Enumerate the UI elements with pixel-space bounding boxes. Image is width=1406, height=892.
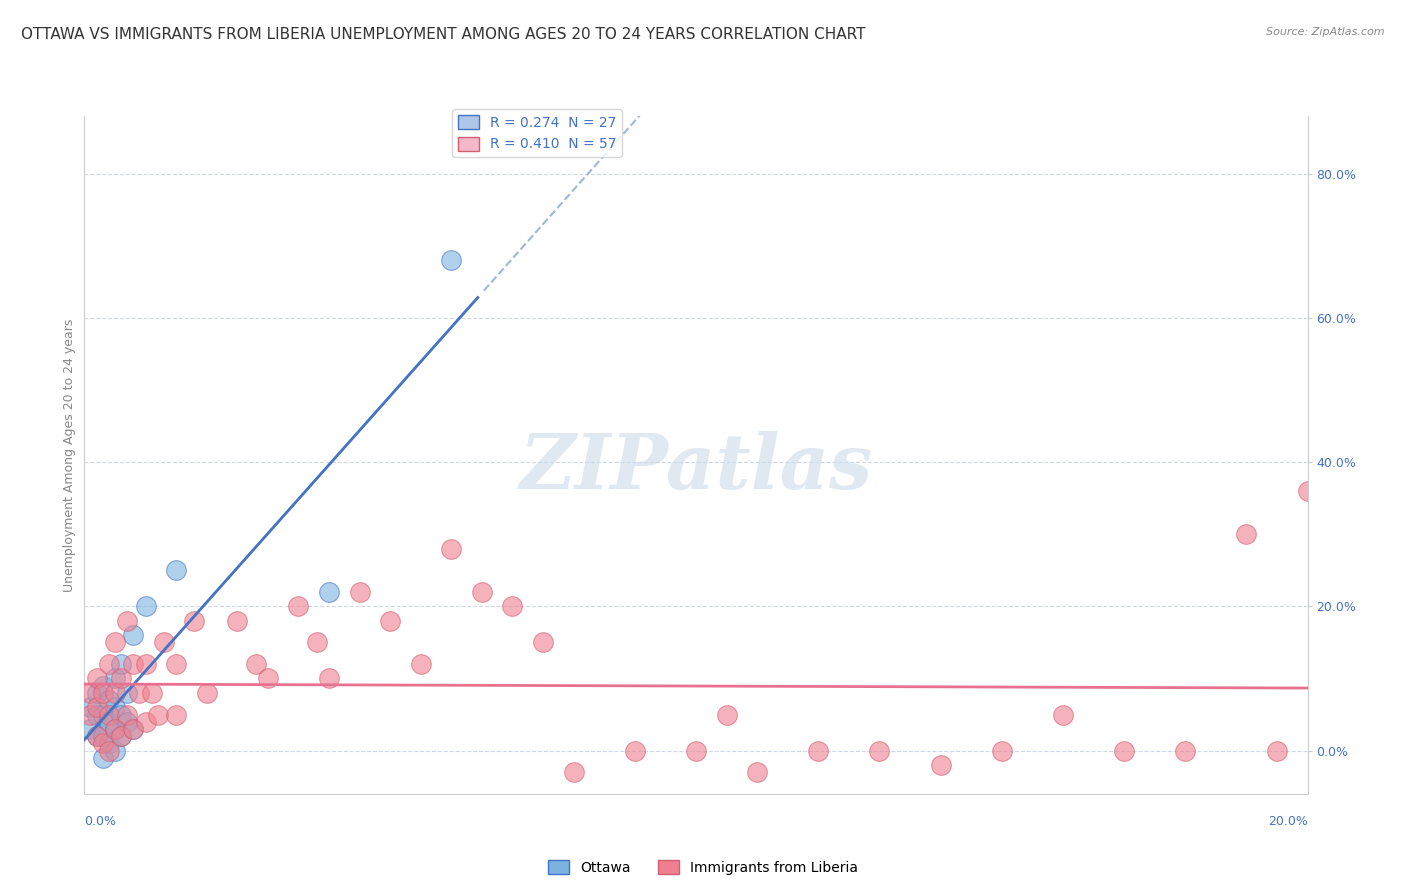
Point xyxy=(807,743,830,757)
Point xyxy=(287,599,309,614)
Point xyxy=(91,736,114,750)
Point xyxy=(409,657,432,671)
Point xyxy=(122,657,145,671)
Point xyxy=(349,585,371,599)
Point xyxy=(104,686,127,700)
Point xyxy=(135,599,157,614)
Point xyxy=(747,765,769,780)
Point xyxy=(1296,483,1319,498)
Point xyxy=(318,585,340,599)
Point xyxy=(146,707,169,722)
Point xyxy=(245,657,267,671)
Point xyxy=(86,729,108,743)
Point xyxy=(195,686,218,700)
Point xyxy=(115,686,138,700)
Point xyxy=(86,672,108,686)
Point xyxy=(79,686,101,700)
Point xyxy=(86,700,108,714)
Point xyxy=(122,722,145,736)
Point xyxy=(318,672,340,686)
Point xyxy=(110,707,132,722)
Point xyxy=(86,729,108,743)
Point xyxy=(1114,743,1136,757)
Point xyxy=(440,541,463,556)
Point xyxy=(104,700,127,714)
Text: OTTAWA VS IMMIGRANTS FROM LIBERIA UNEMPLOYMENT AMONG AGES 20 TO 24 YEARS CORRELA: OTTAWA VS IMMIGRANTS FROM LIBERIA UNEMPL… xyxy=(21,27,866,42)
Point xyxy=(79,707,101,722)
Text: ZIPatlas: ZIPatlas xyxy=(519,432,873,506)
Point xyxy=(1236,527,1258,541)
Point xyxy=(110,729,132,743)
Point xyxy=(502,599,524,614)
Y-axis label: Unemployment Among Ages 20 to 24 years: Unemployment Among Ages 20 to 24 years xyxy=(63,318,76,591)
Point xyxy=(104,722,127,736)
Point xyxy=(104,722,127,736)
Point xyxy=(716,707,738,722)
Point xyxy=(1052,707,1074,722)
Point xyxy=(97,693,120,707)
Point xyxy=(562,765,585,780)
Point xyxy=(91,679,114,693)
Point xyxy=(115,707,138,722)
Point xyxy=(110,729,132,743)
Point xyxy=(305,635,328,649)
Point xyxy=(91,729,114,743)
Point xyxy=(440,253,463,268)
Point xyxy=(929,758,952,772)
Point xyxy=(104,672,127,686)
Text: 0.0%: 0.0% xyxy=(84,815,117,828)
Point xyxy=(531,635,554,649)
Point xyxy=(97,736,120,750)
Point xyxy=(91,751,114,765)
Point xyxy=(104,743,127,757)
Point xyxy=(471,585,494,599)
Point xyxy=(86,686,108,700)
Text: 20.0%: 20.0% xyxy=(1268,815,1308,828)
Point xyxy=(79,700,101,714)
Point xyxy=(165,657,187,671)
Point xyxy=(128,686,150,700)
Point xyxy=(110,672,132,686)
Point xyxy=(991,743,1014,757)
Point xyxy=(122,628,145,642)
Point xyxy=(257,672,280,686)
Point xyxy=(97,657,120,671)
Point xyxy=(79,722,101,736)
Point xyxy=(1174,743,1197,757)
Point xyxy=(226,614,249,628)
Point xyxy=(135,714,157,729)
Point xyxy=(91,686,114,700)
Point xyxy=(624,743,647,757)
Point xyxy=(91,707,114,722)
Point xyxy=(183,614,205,628)
Text: Source: ZipAtlas.com: Source: ZipAtlas.com xyxy=(1267,27,1385,37)
Point xyxy=(115,714,138,729)
Point xyxy=(380,614,402,628)
Point xyxy=(97,714,120,729)
Point xyxy=(122,722,145,736)
Point xyxy=(110,657,132,671)
Point xyxy=(86,707,108,722)
Point xyxy=(104,635,127,649)
Legend: R = 0.274  N = 27, R = 0.410  N = 57: R = 0.274 N = 27, R = 0.410 N = 57 xyxy=(453,110,621,157)
Point xyxy=(153,635,176,649)
Point xyxy=(97,707,120,722)
Point xyxy=(685,743,707,757)
Point xyxy=(1265,743,1288,757)
Point xyxy=(165,563,187,577)
Point xyxy=(97,743,120,757)
Point xyxy=(869,743,891,757)
Point xyxy=(135,657,157,671)
Point xyxy=(165,707,187,722)
Legend: Ottawa, Immigrants from Liberia: Ottawa, Immigrants from Liberia xyxy=(543,855,863,880)
Point xyxy=(115,614,138,628)
Point xyxy=(141,686,163,700)
